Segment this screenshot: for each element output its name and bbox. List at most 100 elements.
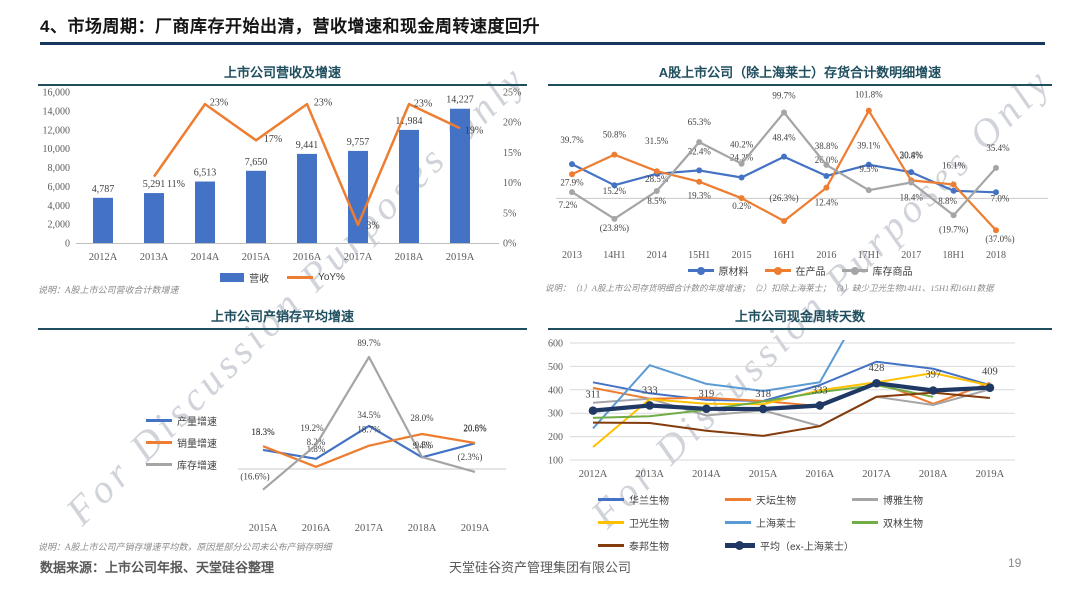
svg-text:19.3%: 19.3% <box>688 191 712 201</box>
svg-text:12.4%: 12.4% <box>815 198 839 208</box>
legend-swatch <box>852 521 878 524</box>
legend-item: 原材料 <box>687 263 749 278</box>
revenue-chart-legend: 营收 YoY% <box>35 270 530 285</box>
revenue-chart: 0 2,000 4,000 6,000 8,000 10,000 12,000 14,000 1… <box>43 88 522 264</box>
legend-swatch <box>146 419 172 422</box>
legend-swatch <box>841 266 868 275</box>
footer-data-source: 数据来源：上市公司年报、天堂硅谷整理 <box>40 560 275 575</box>
svg-text:2015A: 2015A <box>749 469 778 480</box>
legend-item: 天坛生物 <box>725 492 852 507</box>
legend-item: 库存增速 <box>146 457 217 472</box>
svg-text:20%: 20% <box>503 118 521 129</box>
legend-item: 营收 <box>220 270 269 285</box>
svg-text:5,291: 5,291 <box>143 179 166 190</box>
svg-text:2018A: 2018A <box>408 523 437 534</box>
data-labels: 11% 23% 17% 23% 3% 23% 19% <box>167 98 483 232</box>
data-labels: 7.2% (23.8%) 8.5% 65.3% 40.2% 99.7% 38.8% 9.5% 1… <box>559 90 1011 234</box>
inventory-chart-note: 说明：（1）A股上市公司存货明细合计数的年度增速；（2）扣除上海莱士；（3）缺少… <box>545 283 994 293</box>
legend-label: 销量增速 <box>177 439 217 450</box>
svg-text:99.7%: 99.7% <box>772 90 796 100</box>
svg-text:400: 400 <box>548 385 563 396</box>
legend-label: 博雅生物 <box>883 496 923 507</box>
legend-label: 原材料 <box>718 267 749 278</box>
svg-text:9.5%: 9.5% <box>415 440 434 450</box>
data-labels: 39.7% 15.2% 28.5% 32.4% 24.2% 48.4% 26.0% 39.1%… <box>560 133 1010 206</box>
svg-text:2019A: 2019A <box>976 469 1005 480</box>
series-line <box>592 388 991 428</box>
svg-text:18.4%: 18.4% <box>900 192 924 202</box>
cash-chart-title: 上市公司现金周转天数 <box>734 309 865 324</box>
svg-text:101.8%: 101.8% <box>855 90 883 100</box>
svg-text:2013A: 2013A <box>635 469 664 480</box>
svg-text:2016A: 2016A <box>302 523 331 534</box>
series-line <box>592 391 990 437</box>
svg-text:(37.0%): (37.0%) <box>985 234 1014 244</box>
svg-text:15%: 15% <box>503 148 521 159</box>
svg-text:4,000: 4,000 <box>48 201 71 212</box>
svg-text:2017A: 2017A <box>355 523 384 534</box>
psi-chart-title: 上市公司产销存平均增速 <box>210 309 354 324</box>
legend-label: 库存商品 <box>872 267 913 278</box>
svg-text:2012A: 2012A <box>89 252 118 263</box>
legend-swatch <box>220 273 245 282</box>
data-labels: 15.3% 8.2% 34.5% 9.4% 20.6% <box>251 410 487 450</box>
svg-text:9.4%: 9.4% <box>413 440 432 450</box>
data-labels: 27.9% 50.8% 31.5% 19.3% 0.2% (26.3%) 12.4% 101.… <box>560 90 1014 245</box>
svg-text:48.4%: 48.4% <box>772 133 796 143</box>
svg-text:2015A: 2015A <box>242 252 271 263</box>
svg-text:11%: 11% <box>167 179 185 190</box>
svg-text:428: 428 <box>869 363 885 374</box>
svg-text:11,984: 11,984 <box>395 116 422 127</box>
series-line <box>592 381 991 413</box>
legend-item: 库存商品 <box>841 263 913 278</box>
svg-text:30.4%: 30.4% <box>900 150 924 160</box>
cash-chart-legend: 华兰生物 天坛生物 博雅生物 卫光生物 上海莱士 双林生物 泰邦生物 平均（ex-上海莱士） <box>598 492 1050 553</box>
series-line <box>592 380 991 408</box>
legend-item: 在产品 <box>764 263 826 278</box>
legend-item: 产量增速 <box>146 413 217 428</box>
slide-title: 4、市场周期：厂商库存开始出清，营收增速和现金周转速度回升 <box>40 17 540 36</box>
svg-text:2018A: 2018A <box>919 469 948 480</box>
series-line <box>262 424 476 460</box>
revenue-chart-title-rule <box>38 84 527 86</box>
svg-text:18.3%: 18.3% <box>251 427 275 437</box>
legend-label: 平均（ex-上海莱士） <box>760 542 854 553</box>
svg-text:32.4%: 32.4% <box>688 146 712 156</box>
legend-swatch <box>725 498 751 501</box>
svg-text:38.8%: 38.8% <box>815 141 839 151</box>
svg-text:200: 200 <box>548 432 563 443</box>
svg-text:1.8%: 1.8% <box>307 444 326 454</box>
legend-label: 营收 <box>249 274 270 285</box>
svg-text:8,000: 8,000 <box>48 163 71 174</box>
legend-label: YoY% <box>318 272 345 283</box>
svg-text:9,441: 9,441 <box>296 140 319 151</box>
svg-text:333: 333 <box>812 385 828 396</box>
data-labels: 311 333 319 318 333 428 397 409 <box>585 363 997 400</box>
svg-text:19.2%: 19.2% <box>300 423 324 433</box>
legend-label: 产量增速 <box>177 417 217 428</box>
svg-text:8.5%: 8.5% <box>647 196 666 206</box>
svg-text:12,000: 12,000 <box>43 125 71 136</box>
svg-text:2014A: 2014A <box>191 252 220 263</box>
cash-chart-title-rule <box>548 328 1052 330</box>
legend-item: 平均（ex-上海莱士） <box>725 538 854 553</box>
svg-text:(19.7%): (19.7%) <box>939 224 968 234</box>
svg-text:2014A: 2014A <box>692 469 721 480</box>
legend-label: 天坛生物 <box>756 496 796 507</box>
svg-text:20.8%: 20.8% <box>463 423 487 433</box>
legend-label: 华兰生物 <box>629 496 669 507</box>
svg-text:10%: 10% <box>503 178 521 189</box>
svg-text:7.0%: 7.0% <box>991 193 1010 203</box>
svg-text:2017A: 2017A <box>344 252 373 263</box>
svg-text:23%: 23% <box>210 98 228 109</box>
legend-swatch <box>146 441 172 444</box>
inventory-detail-chart: 2013 14H1 2014 15H1 2015 16H1 2016 17H1 2017 18H1… <box>556 90 1048 261</box>
series-yoy <box>152 102 461 227</box>
svg-text:39.7%: 39.7% <box>560 135 584 145</box>
svg-text:(26.3%): (26.3%) <box>769 193 798 203</box>
svg-text:2015: 2015 <box>732 250 752 261</box>
svg-text:4,787: 4,787 <box>92 184 115 195</box>
svg-text:2016A: 2016A <box>806 469 835 480</box>
psi-chart-legend: 产量增速销量增速库存增速 <box>146 413 217 472</box>
svg-text:2012A: 2012A <box>579 469 608 480</box>
